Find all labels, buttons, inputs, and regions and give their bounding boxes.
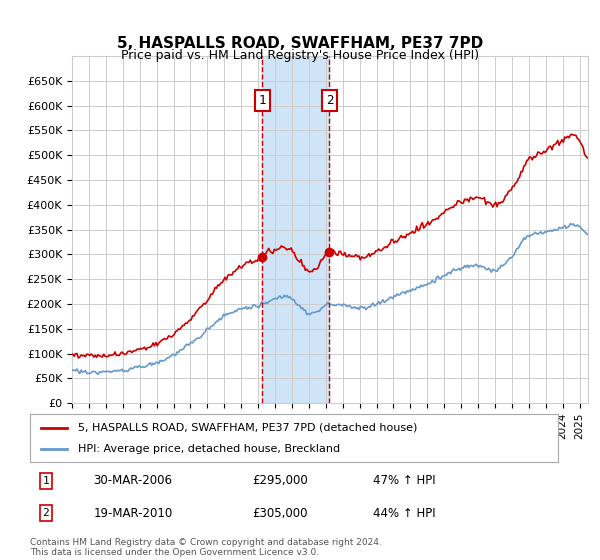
Text: Price paid vs. HM Land Registry's House Price Index (HPI): Price paid vs. HM Land Registry's House … xyxy=(121,49,479,62)
Text: 47% ↑ HPI: 47% ↑ HPI xyxy=(373,474,436,487)
Bar xyxy=(262,56,329,403)
Text: 5, HASPALLS ROAD, SWAFFHAM, PE37 7PD: 5, HASPALLS ROAD, SWAFFHAM, PE37 7PD xyxy=(117,36,483,52)
Text: £295,000: £295,000 xyxy=(252,474,308,487)
Text: 1: 1 xyxy=(43,476,49,486)
Text: 30-MAR-2006: 30-MAR-2006 xyxy=(94,474,172,487)
Text: HPI: Average price, detached house, Breckland: HPI: Average price, detached house, Brec… xyxy=(77,444,340,454)
Text: 2: 2 xyxy=(326,94,333,107)
Text: 19-MAR-2010: 19-MAR-2010 xyxy=(94,507,173,520)
Text: 2: 2 xyxy=(43,508,49,518)
Text: 1: 1 xyxy=(259,94,266,107)
Text: £305,000: £305,000 xyxy=(252,507,307,520)
Text: 44% ↑ HPI: 44% ↑ HPI xyxy=(373,507,436,520)
Text: 5, HASPALLS ROAD, SWAFFHAM, PE37 7PD (detached house): 5, HASPALLS ROAD, SWAFFHAM, PE37 7PD (de… xyxy=(77,423,417,433)
Text: Contains HM Land Registry data © Crown copyright and database right 2024.
This d: Contains HM Land Registry data © Crown c… xyxy=(30,538,382,557)
